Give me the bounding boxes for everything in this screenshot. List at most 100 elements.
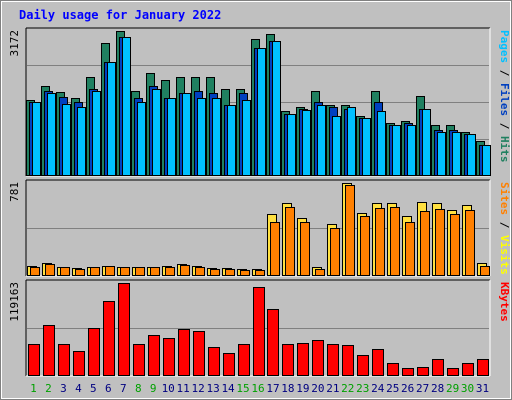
bar-pages-day-19 [302,110,311,176]
legend-part: / [498,63,511,83]
bar-pages-day-18 [287,114,296,176]
bar-kbytes-day-29 [447,368,459,376]
bar-kbytes-day-21 [327,344,339,376]
x-tick-label-6: 6 [105,382,112,395]
bar-pages-day-13 [212,98,221,176]
x-tick-label-18: 18 [281,382,294,395]
x-tick-label-3: 3 [60,382,67,395]
bar-sites-day-4 [75,269,85,276]
bar-pages-day-3 [62,104,71,176]
x-tick-label-21: 21 [326,382,339,395]
bar-kbytes-day-16 [253,287,265,376]
bar-kbytes-day-17 [267,309,279,376]
bar-pages-day-14 [227,105,236,176]
legend-hits: Pages / Files / Hits [498,30,511,163]
bar-pages-day-1 [32,102,41,176]
bar-pages-day-10 [167,98,176,176]
bar-pages-day-17 [272,41,281,176]
bar-pages-day-6 [107,62,116,176]
bar-sites-day-15 [240,270,250,276]
x-tick-label-4: 4 [75,382,82,395]
bar-pages-day-20 [317,105,326,176]
bar-kbytes-day-8 [133,344,145,376]
y-max-label-hits: 3172 [8,30,21,57]
bar-sites-day-2 [45,264,55,276]
bar-kbytes-day-19 [297,343,309,376]
bar-sites-day-3 [60,267,70,276]
bar-kbytes-day-10 [163,338,175,376]
x-tick-label-30: 30 [461,382,474,395]
x-tick-label-1: 1 [30,382,37,395]
bar-pages-day-7 [122,37,131,176]
bar-sites-day-12 [195,267,205,276]
bar-kbytes-day-28 [432,359,444,376]
bar-kbytes-day-3 [58,344,70,376]
x-tick-label-28: 28 [431,382,444,395]
bar-kbytes-day-11 [178,329,190,376]
bar-pages-day-23 [362,118,371,176]
panel-visits: 781 Sites / Visits [8,179,511,277]
bar-pages-day-24 [377,111,386,176]
bar-sites-day-25 [390,207,400,276]
bar-kbytes-day-5 [88,328,100,376]
bar-sites-day-16 [255,270,265,276]
y-max-label-visits: 781 [8,182,21,202]
bar-pages-day-15 [242,100,251,176]
bar-pages-day-31 [482,145,491,176]
bar-kbytes-day-13 [208,347,220,376]
x-tick-label-8: 8 [135,382,142,395]
panel-hits: 3172 Pages / Files / Hits [8,27,511,177]
bar-pages-day-28 [437,132,446,176]
bar-kbytes-day-23 [357,355,369,376]
legend-part: Visits [498,235,511,275]
x-tick-label-13: 13 [206,382,219,395]
x-tick-label-5: 5 [90,382,97,395]
bar-sites-day-18 [285,207,295,276]
legend-part: Pages [498,30,511,63]
bar-sites-day-27 [420,211,430,276]
bar-pages-day-26 [407,125,416,176]
bar-kbytes-day-1 [28,344,40,376]
bar-kbytes-day-18 [282,344,294,376]
x-tick-label-31: 31 [476,382,489,395]
x-tick-label-25: 25 [386,382,399,395]
bar-pages-day-4 [77,107,86,176]
bar-sites-day-14 [225,269,235,276]
bar-sites-day-22 [345,185,355,276]
chart-panels: 3172 Pages / Files / Hits 781 Sites / Visit… [8,27,511,377]
bar-pages-day-11 [182,93,191,176]
bar-kbytes-day-31 [477,359,489,376]
bar-kbytes-day-25 [387,363,399,376]
legend-part: / [498,116,511,136]
bar-sites-day-28 [435,209,445,276]
bar-sites-day-11 [180,265,190,276]
x-tick-label-24: 24 [371,382,385,395]
bar-sites-day-17 [270,222,280,276]
bar-kbytes-day-30 [462,363,474,376]
bar-kbytes-day-15 [238,344,250,376]
bar-pages-day-25 [392,125,401,176]
bar-pages-day-2 [47,93,56,176]
x-tick-label-23: 23 [356,382,369,395]
legend-part: KBytes [498,282,511,322]
x-tick-label-27: 27 [416,382,429,395]
bar-pages-day-22 [347,107,356,176]
bar-sites-day-23 [360,216,370,276]
chart-title: Daily usage for January 2022 [19,8,221,22]
x-tick-label-19: 19 [296,382,309,395]
x-tick-label-9: 9 [150,382,157,395]
x-tick-label-12: 12 [192,382,205,395]
legend-kbytes: KBytes [498,282,511,322]
bar-sites-day-19 [300,222,310,276]
bar-pages-day-9 [152,89,161,176]
bar-pages-day-29 [452,132,461,176]
legend-part: / [498,215,511,235]
bar-kbytes-day-27 [417,367,429,376]
x-tick-label-2: 2 [45,382,52,395]
legend-part: Hits [498,136,511,163]
legend-part: Sites [498,182,511,215]
bar-sites-day-26 [405,222,415,276]
bar-pages-day-12 [197,98,206,176]
